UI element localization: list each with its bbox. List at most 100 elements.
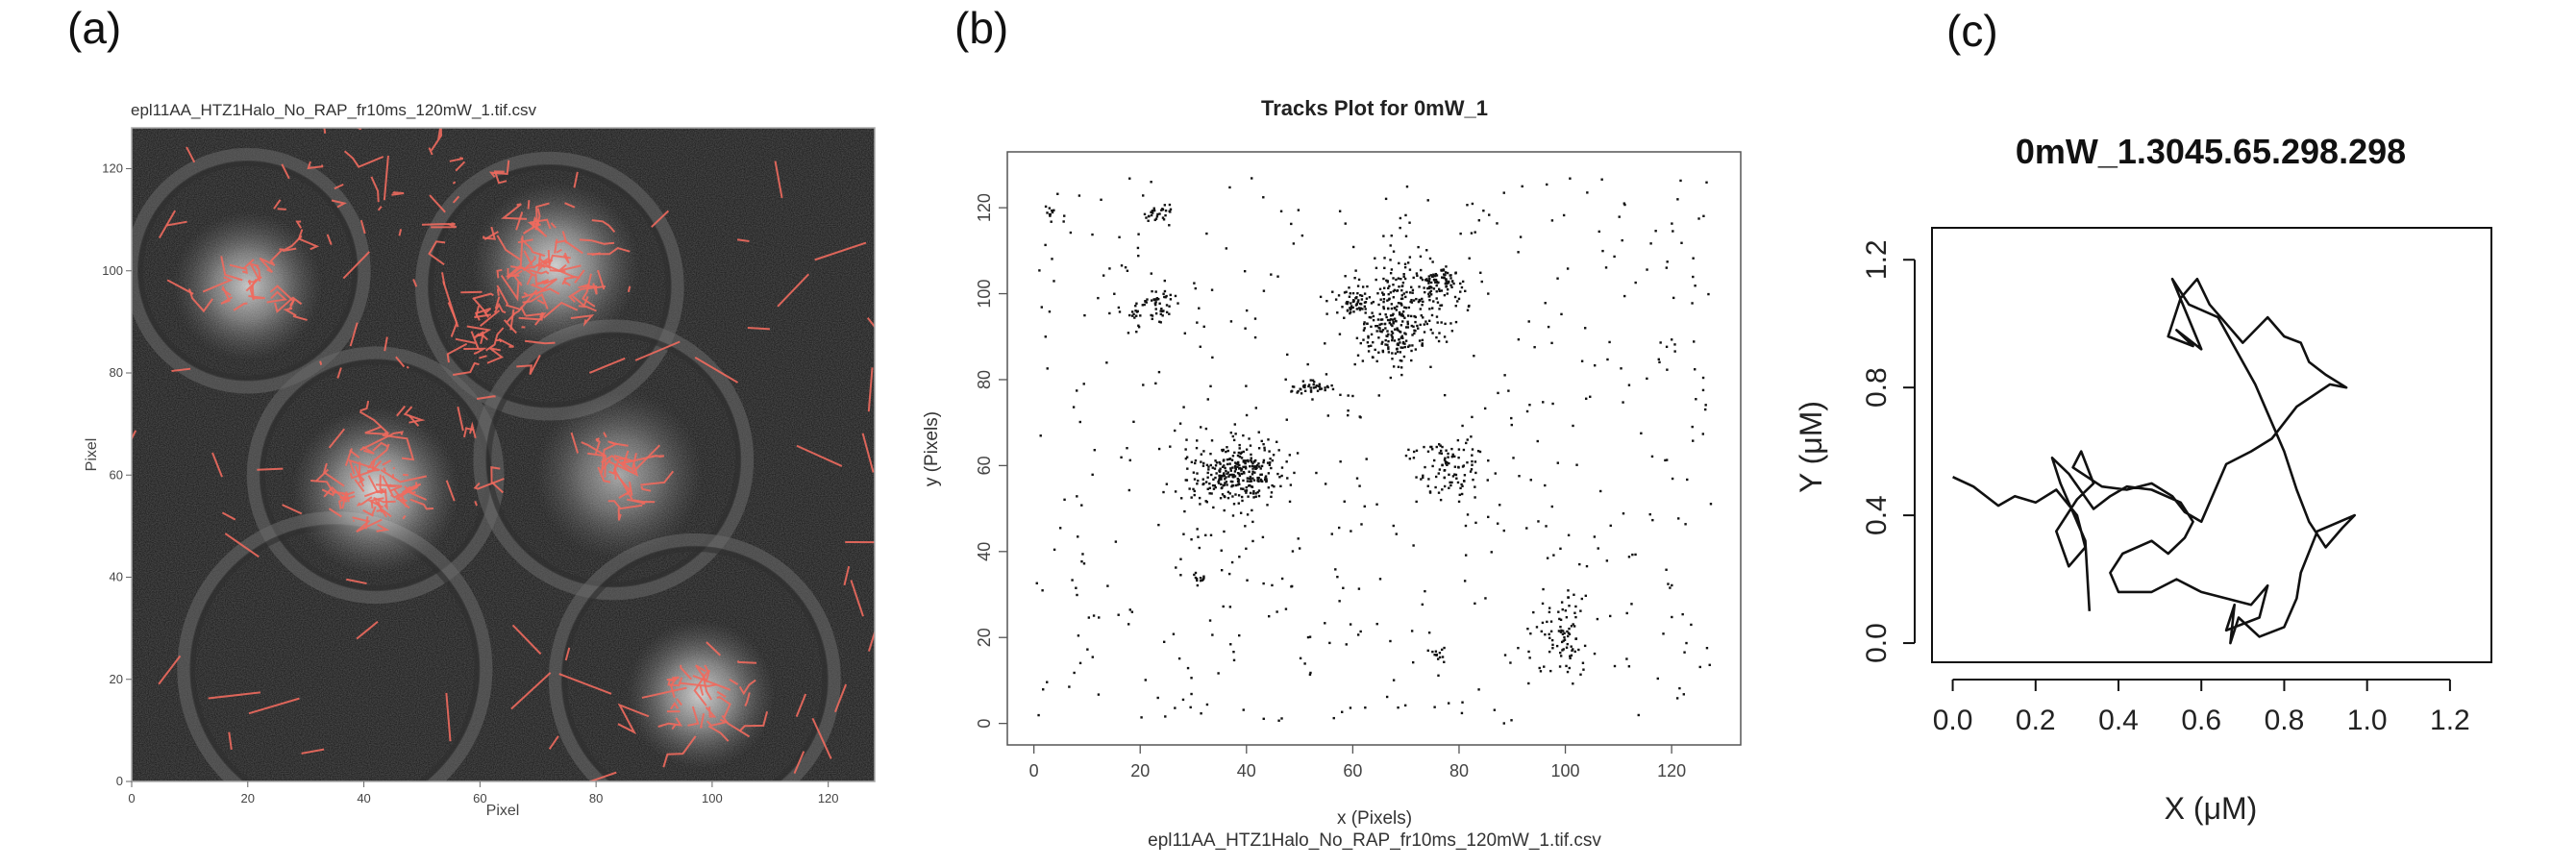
track-point [1248, 484, 1251, 487]
track-point [1685, 641, 1688, 645]
track-point [1443, 393, 1447, 397]
track-point [1391, 358, 1394, 360]
track-point [1238, 463, 1241, 467]
track-segment [319, 360, 323, 365]
track-point [1250, 458, 1252, 462]
track-segment [534, 278, 558, 296]
track-point [1242, 708, 1245, 711]
track-point [1695, 398, 1697, 401]
track-segment [457, 406, 464, 432]
track-point [1153, 302, 1157, 305]
track-point [1367, 336, 1370, 339]
track-segment [557, 263, 582, 273]
track-point [1262, 196, 1265, 199]
track-point [1415, 272, 1419, 275]
track-segment [529, 218, 552, 230]
track-point [1152, 207, 1155, 210]
track-point [1410, 324, 1414, 328]
track-point [1347, 394, 1350, 397]
track-point [1238, 472, 1241, 476]
track-point [1444, 273, 1447, 277]
track-point [1422, 476, 1424, 480]
track-point [1453, 455, 1456, 458]
track-segment [242, 259, 255, 270]
track-point [1493, 708, 1497, 711]
track-point [1210, 288, 1214, 291]
track-point [1438, 332, 1441, 334]
track-point [1598, 230, 1600, 234]
track-point [1453, 473, 1456, 476]
track-point [1575, 463, 1578, 466]
track-point [1151, 289, 1153, 293]
track-point [1666, 368, 1669, 371]
track-point [1120, 456, 1123, 459]
track-segment [166, 279, 194, 295]
track-point [1330, 533, 1333, 535]
track-point [1400, 288, 1403, 292]
track-point [1139, 314, 1142, 317]
track-point [1242, 465, 1245, 469]
track-point [1400, 304, 1403, 307]
track-point [1466, 460, 1469, 464]
track-point [1444, 282, 1448, 285]
track-point [1165, 310, 1169, 314]
track-point [1297, 537, 1300, 540]
track-point [1662, 632, 1665, 635]
track-point [1560, 640, 1564, 644]
track-point [1238, 556, 1241, 558]
track-point [1245, 413, 1249, 417]
track-point [1296, 391, 1299, 394]
track-point [1433, 706, 1436, 708]
track-point [1363, 301, 1367, 304]
track-point [1443, 293, 1447, 297]
track-segment [554, 238, 558, 254]
track-segment [281, 163, 290, 180]
track-point [1541, 602, 1545, 606]
track-point [1165, 294, 1168, 298]
track-point [1117, 613, 1120, 616]
track-segment [716, 696, 731, 719]
track-point [1151, 211, 1154, 214]
track-point [1212, 506, 1215, 509]
track-point [1429, 274, 1432, 277]
track-point [1460, 492, 1464, 496]
track-point [1399, 277, 1402, 281]
track-point [1185, 456, 1189, 458]
track-segment [307, 161, 324, 170]
track-point [1169, 293, 1172, 297]
track-point [1461, 280, 1465, 284]
track-point [1182, 406, 1185, 409]
track-point [1318, 383, 1322, 385]
track-point [1532, 610, 1535, 614]
track-point [1136, 246, 1140, 250]
track-point [1260, 439, 1263, 443]
y-tick-label: 80 [110, 365, 123, 380]
track-point [1529, 632, 1532, 635]
track-point [1411, 344, 1414, 347]
track-point [1462, 448, 1466, 452]
track-point [1358, 302, 1362, 306]
track-point [1267, 615, 1271, 618]
track-point [1561, 649, 1564, 652]
track-point [1649, 242, 1652, 245]
track-point [1320, 387, 1324, 390]
track-point [1345, 290, 1348, 293]
track-point [1562, 639, 1565, 642]
track-segment [392, 466, 396, 470]
track-point [1416, 274, 1419, 278]
y-tick-label: 120 [975, 193, 994, 222]
track-point [1408, 291, 1412, 294]
track-segment [651, 210, 670, 228]
track-point [1384, 327, 1387, 330]
track-point [1179, 497, 1183, 500]
track-point [1414, 348, 1418, 351]
track-point [1389, 314, 1393, 317]
track-point [1269, 458, 1272, 460]
track-point [1533, 345, 1536, 349]
track-point [1211, 483, 1215, 487]
track-point [1386, 318, 1390, 322]
track-point [1207, 468, 1210, 471]
track-point [1324, 342, 1326, 345]
y-tick-label: 0.8 [1861, 367, 1893, 408]
track-point [1428, 291, 1431, 294]
